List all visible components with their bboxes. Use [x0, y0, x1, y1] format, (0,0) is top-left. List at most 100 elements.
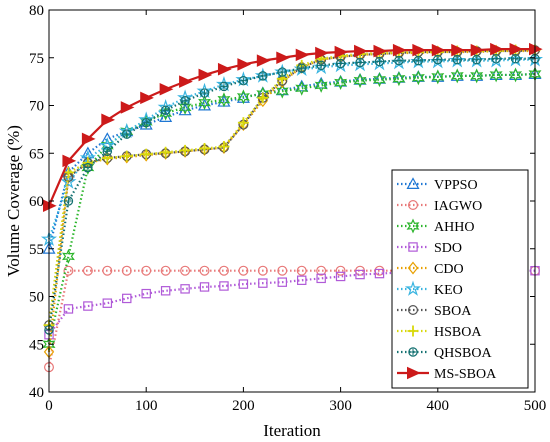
legend-label-vppso: VPPSO: [434, 178, 478, 193]
data-point-sdo: [296, 275, 307, 285]
data-point-ahho: [295, 80, 309, 96]
data-point-sdo: [122, 293, 132, 304]
y-axis-title: Volume Coverage (%): [4, 125, 23, 277]
data-point-ms-sboa: [334, 45, 349, 59]
data-point-iagwo: [257, 265, 268, 276]
data-point-hsboa: [62, 166, 74, 178]
data-point-hsboa: [140, 148, 152, 160]
data-point-cdo: [277, 75, 288, 89]
legend-marker-sdo: [408, 242, 418, 252]
data-point-vppso: [100, 132, 114, 144]
data-point-ms-sboa: [295, 48, 310, 62]
data-point-sdo: [63, 304, 74, 314]
data-point-iagwo: [141, 265, 152, 276]
data-point-ahho: [198, 95, 211, 111]
legend-marker-ms-sboa: [407, 366, 421, 380]
data-point-ahho: [159, 105, 173, 121]
data-point-sdo: [258, 278, 268, 288]
legend-item-cdo: CDO: [397, 261, 464, 277]
data-point-vppso: [372, 72, 386, 84]
y-tick-label: 50: [29, 290, 44, 306]
legend-item-sboa: SBOA: [397, 304, 472, 319]
data-point-ms-sboa: [431, 43, 446, 57]
data-point-hsboa: [257, 92, 269, 104]
data-point-ms-sboa: [159, 82, 174, 96]
legend-marker-ahho: [406, 218, 420, 234]
legend-marker-sboa: [408, 305, 419, 316]
data-point-qhsboa: [238, 75, 249, 86]
data-point-ms-sboa: [392, 43, 407, 57]
data-point-iagwo: [102, 265, 113, 276]
data-point-cdo: [257, 94, 269, 108]
data-point-sdo: [355, 269, 365, 280]
series-line-cdo: [47, 49, 535, 353]
x-tick-label: 0: [45, 398, 53, 414]
series-line-keo: [47, 58, 535, 240]
x-tick-label: 300: [329, 398, 352, 414]
x-axis-title: Iteration: [263, 421, 321, 440]
data-point-vppso: [275, 83, 289, 96]
legend-marker-keo: [404, 280, 422, 296]
data-point-ms-sboa: [373, 44, 388, 58]
data-point-ms-sboa: [509, 42, 524, 56]
data-point-ms-sboa: [81, 132, 96, 146]
data-point-ahho: [373, 72, 386, 88]
data-point-hsboa: [121, 150, 133, 162]
legend: VPPSO IAGWO AHHO SDO CDO KEO SBOA HSBOA QHSBOA MS…: [391, 169, 529, 389]
data-point-ms-sboa: [140, 91, 154, 105]
data-point-sdo: [238, 279, 249, 289]
legend-label-ahho: AHHO: [434, 220, 474, 235]
legend-item-ms-sboa: MS-SBOA: [397, 366, 497, 382]
data-point-qhsboa: [102, 146, 113, 157]
legend-item-keo: KEO: [397, 280, 463, 298]
data-point-qhsboa: [355, 57, 365, 68]
data-point-qhsboa: [63, 196, 74, 206]
x-tick-label: 400: [427, 398, 450, 414]
legend-item-iagwo: IAGWO: [397, 199, 482, 214]
legend-label-sdo: SDO: [434, 241, 462, 256]
legend-marker-iagwo: [408, 200, 419, 211]
x-tick-label: 100: [135, 398, 158, 414]
ticks-layer: 0 100 200 300 400 500 40 45 50 55 60 65 70 75 80: [29, 3, 546, 414]
data-point-ms-sboa: [490, 42, 504, 56]
legend-item-ahho: AHHO: [397, 218, 474, 235]
data-point-hsboa: [160, 146, 172, 158]
legend-label-iagwo: IAGWO: [434, 199, 482, 214]
data-point-ms-sboa: [120, 101, 135, 114]
data-point-ms-sboa: [198, 68, 213, 82]
data-point-ms-sboa: [412, 43, 427, 57]
legend-label-keo: KEO: [434, 283, 463, 298]
data-point-ahho: [411, 70, 425, 86]
data-point-hsboa: [218, 141, 230, 153]
data-point-iagwo: [296, 265, 307, 276]
data-point-ahho: [61, 248, 75, 264]
data-point-qhsboa: [277, 67, 288, 77]
data-point-qhsboa: [510, 53, 521, 64]
data-point-iagwo: [277, 265, 288, 276]
legend-item-vppso: VPPSO: [397, 177, 478, 193]
series-ms-sboa: [43, 42, 543, 213]
data-point-qhsboa: [394, 55, 404, 66]
data-point-ms-sboa: [256, 54, 271, 67]
data-point-ms-sboa: [62, 154, 77, 168]
data-point-ahho: [81, 160, 95, 176]
data-point-vppso: [392, 71, 406, 83]
data-point-qhsboa: [180, 95, 190, 106]
data-point-vppso: [334, 74, 348, 87]
data-point-sdo: [335, 271, 346, 282]
data-point-qhsboa: [83, 162, 93, 173]
data-point-qhsboa: [316, 60, 326, 71]
data-point-qhsboa: [219, 81, 229, 92]
data-point-keo: [60, 173, 77, 189]
data-point-iagwo: [316, 265, 327, 276]
data-point-qhsboa: [160, 105, 171, 116]
data-point-qhsboa: [491, 53, 501, 64]
data-point-iagwo: [180, 265, 191, 276]
data-point-ahho: [470, 68, 484, 84]
legend-label-cdo: CDO: [434, 262, 464, 277]
data-point-ahho: [236, 89, 250, 105]
data-point-iagwo: [335, 265, 346, 276]
data-point-ahho: [217, 92, 231, 108]
data-point-ms-sboa: [276, 51, 290, 65]
data-point-sdo: [316, 273, 326, 284]
